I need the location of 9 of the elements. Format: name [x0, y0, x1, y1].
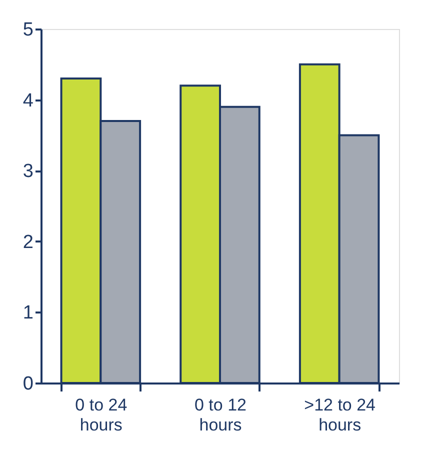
x-tick-label: >12 to 24 hours — [304, 396, 376, 434]
y-tick-label: 3 — [22, 161, 34, 182]
y-tick-label: 4 — [22, 90, 34, 112]
y-tick-label: 5 — [22, 20, 34, 40]
x-tick-label: 0 to 12 hours — [194, 396, 246, 434]
y-tick-label: 1 — [22, 302, 34, 324]
y-tick-label: 2 — [22, 232, 34, 253]
x-tick-label: 0 to 24 hours — [75, 396, 128, 434]
y-tick-label: 0 — [22, 374, 34, 394]
